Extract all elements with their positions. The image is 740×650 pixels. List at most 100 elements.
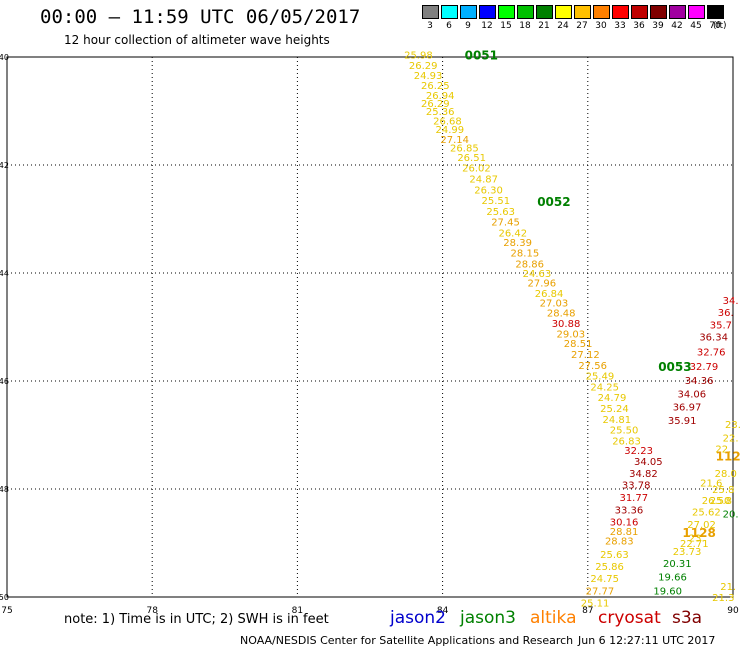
swh-value: 23. (689, 534, 705, 545)
satellite-cryosat: cryosat (598, 608, 661, 628)
swh-value: 22. (715, 445, 731, 456)
swh-value: 26.50 (702, 496, 731, 507)
legend-label: 3 (427, 21, 433, 31)
legend-swatch (498, 5, 515, 19)
legend-swatch (688, 5, 705, 19)
swh-value: 28.81 (610, 527, 639, 538)
swh-value: 26.51 (457, 153, 486, 164)
swh-value: 27.45 (491, 218, 520, 229)
legend-swatch (460, 5, 477, 19)
swh-value: 26.25 (421, 81, 450, 92)
timestamp: Jun 6 12:27:11 UTC 2017 (578, 634, 716, 647)
swh-value: 26.85 (450, 144, 479, 155)
swh-value: 26.83 (612, 436, 641, 447)
swh-value: 28.15 (511, 248, 540, 259)
swh-value: 28.51 (564, 339, 593, 350)
swh-value: 25.86 (595, 562, 624, 573)
legend-label: 30 (595, 21, 607, 31)
swh-value: 28.86 (515, 259, 544, 270)
lat-tick-label: -46 (0, 377, 9, 386)
swh-value: 36.97 (673, 402, 702, 413)
swh-value: 24.99 (436, 125, 465, 136)
legend-swatch (441, 5, 458, 19)
footer-note: note: 1) Time is in UTC; 2) SWH is in fe… (64, 612, 329, 627)
lat-tick-label: -50 (0, 593, 9, 602)
legend-swatch (669, 5, 686, 19)
legend-swatch (650, 5, 667, 19)
satellite-jason2: jason2 (390, 608, 446, 628)
legend-label: 33 (614, 21, 626, 31)
pass-label: 1128 (682, 526, 715, 540)
swh-value: 25.11 (581, 598, 610, 609)
legend-swatch (574, 5, 591, 19)
swh-value: 27.77 (586, 587, 615, 598)
swh-value: 27.02 (687, 520, 716, 531)
legend-label: 15 (500, 21, 512, 31)
swh-value: 21.3 (712, 593, 734, 604)
lat-tick-label: -42 (0, 161, 9, 170)
swh-value: 33.78 (622, 481, 651, 492)
lon-tick-label: 87 (582, 606, 593, 616)
swh-value: 25.62 (692, 508, 721, 519)
map-axes: 75 78 81 84 87 90 -40 -42 -44 -46 -48 -50 (0, 53, 739, 616)
swh-value: 24.25 (590, 382, 619, 393)
swh-value: 23. (725, 420, 740, 431)
swh-value: 35.7 (710, 320, 732, 331)
swh-value: 20. (723, 509, 739, 520)
swh-value: 27.12 (571, 350, 600, 361)
legend-swatch (422, 5, 439, 19)
lon-tick-label: 75 (1, 606, 12, 616)
legend-swatch (631, 5, 648, 19)
swh-value: 31.77 (619, 493, 648, 504)
legend-label: 27 (576, 21, 588, 31)
legend-swatch (555, 5, 572, 19)
pass-label: 0051 (465, 48, 498, 62)
legend-label: 42 (671, 21, 683, 31)
swh-value: 27.14 (440, 135, 469, 146)
legend-label: 39 (652, 21, 664, 31)
map-grid (6, 56, 734, 598)
swh-value: 36. (718, 308, 734, 319)
swh-value: 24.87 (469, 175, 498, 186)
swh-value: 26.29 (421, 99, 450, 110)
lat-tick-label: -44 (0, 269, 9, 278)
track-1: 25.9826.2924.9326.2526.9426.2925.3626.68… (404, 50, 663, 609)
swh-value: 23.73 (673, 547, 702, 558)
swh-value: 26.94 (426, 91, 455, 102)
swh-value: 26.29 (409, 61, 438, 72)
swh-value: 25.8 (710, 496, 732, 507)
swh-value: 36.34 (699, 333, 728, 344)
swh-value: 24.63 (523, 269, 552, 280)
swh-value: 22.71 (680, 539, 709, 550)
swh-value: 26.42 (498, 229, 527, 240)
legend-label: 21 (538, 21, 550, 31)
legend-unit: (ft) (713, 21, 727, 31)
swh-value: 20.31 (663, 559, 692, 570)
swh-value: 25.49 (586, 372, 615, 383)
swh-value: 25.36 (426, 107, 455, 118)
lon-tick-label: 78 (146, 606, 158, 616)
swh-value: 28.0 (715, 469, 737, 480)
swh-value: 27.56 (578, 361, 607, 372)
swh-value: 35.91 (668, 416, 697, 427)
page-title: 00:00 – 11:59 UTC 06/05/2017 (40, 6, 361, 28)
legend-swatch (707, 5, 724, 19)
swh-value: 25.50 (610, 426, 639, 437)
swh-value: 25.24 (600, 404, 629, 415)
swh-value: 34. (723, 296, 739, 307)
legend-swatch (593, 5, 610, 19)
swh-value: 25.8 (712, 485, 734, 496)
swh-value: 26.02 (462, 164, 491, 175)
legend-swatch (536, 5, 553, 19)
swh-value: 26.30 (474, 185, 503, 196)
swh-value: 25.51 (482, 196, 511, 207)
swh-value: 33.36 (615, 506, 644, 517)
legend-label: 18 (519, 21, 531, 31)
legend-swatch (612, 5, 629, 19)
map-frame (6, 56, 734, 598)
legend-label: 70 (709, 21, 721, 31)
swh-value: 21.6 (700, 479, 722, 490)
legend-label: 45 (690, 21, 702, 31)
swh-value: 19.60 (653, 587, 682, 598)
swh-value: 27.96 (527, 279, 556, 290)
